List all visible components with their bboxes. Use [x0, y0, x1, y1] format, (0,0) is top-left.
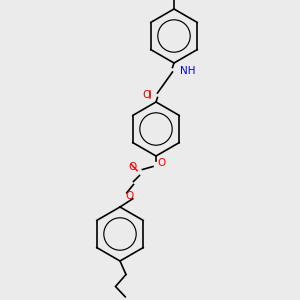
- Text: O: O: [129, 162, 137, 172]
- Text: O: O: [126, 191, 134, 201]
- Text: O: O: [157, 158, 166, 169]
- Text: NH: NH: [180, 65, 196, 76]
- Text: O: O: [142, 89, 150, 100]
